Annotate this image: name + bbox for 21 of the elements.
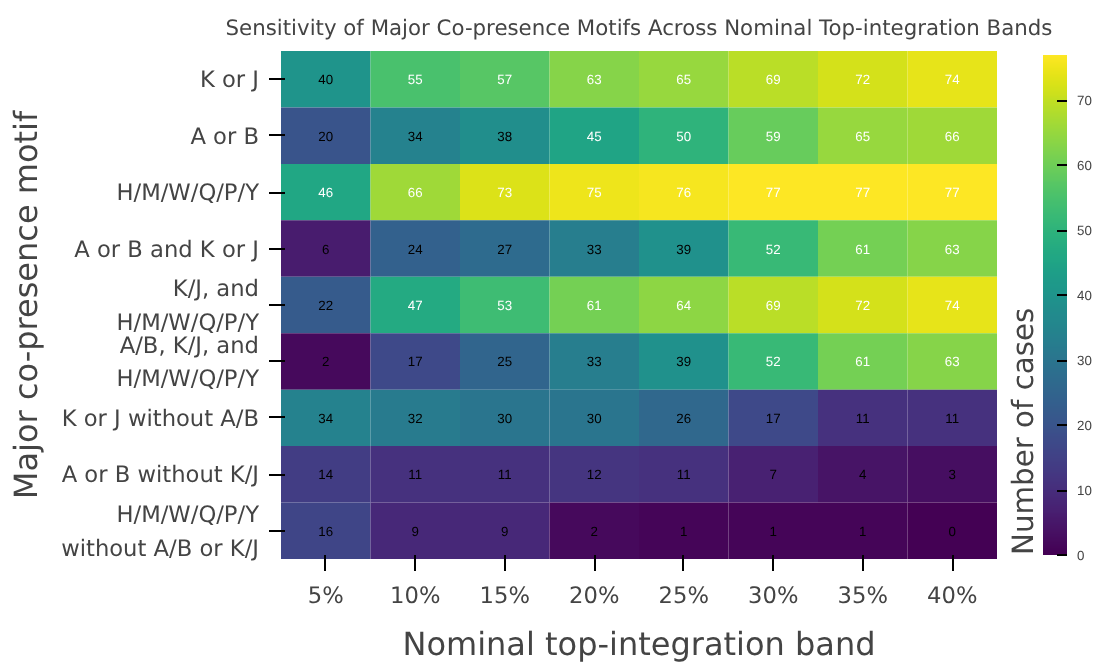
y-tick-label: H/M/W/Q/P/Y without A/B or K/J: [61, 499, 260, 562]
x-tick-label: 35%: [837, 581, 889, 609]
color-bar-title: Number of cases: [1007, 307, 1041, 555]
x-tick-label: 25%: [658, 581, 710, 609]
x-tick-label: 15%: [479, 581, 531, 609]
y-axis-title: Major co-presence motif: [7, 110, 46, 500]
y-tick-label: K/J, and H/M/W/Q/P/Y: [116, 274, 260, 336]
x-tick-label: 10%: [390, 581, 441, 609]
y-tick-label: H/M/W/Q/P/Y: [116, 178, 260, 207]
y-tick-label: A or B and K or J: [74, 234, 260, 263]
x-axis-title: Nominal top-integration band: [402, 625, 876, 663]
y-tick-label: A or B without K/J: [61, 460, 260, 489]
x-tick-label: 5%: [307, 581, 345, 609]
y-tick-label: K or J: [199, 65, 260, 94]
x-tick-label: 20%: [569, 581, 620, 609]
chart-title: Sensitivity of Major Co-presence Motifs Across Nominal Top-integration Bands: [225, 15, 1054, 41]
y-tick-label: A or B: [190, 121, 259, 150]
x-tick-label: 30%: [748, 581, 799, 609]
y-tick-label: A/B, K/J, and H/M/W/Q/P/Y: [116, 330, 260, 393]
y-tick-label: K or J without A/B: [61, 403, 260, 432]
x-tick-label: 40%: [927, 581, 978, 609]
